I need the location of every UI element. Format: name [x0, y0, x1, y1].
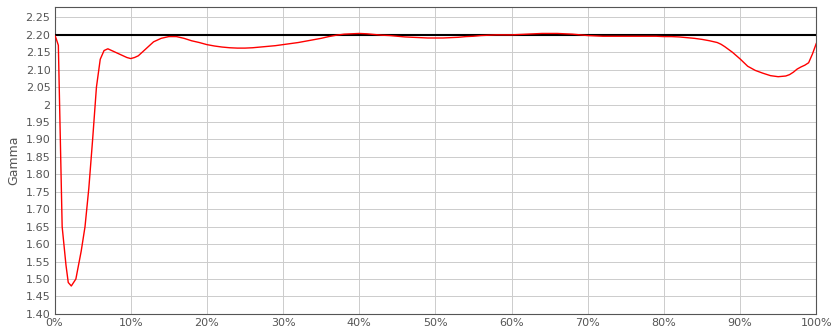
Y-axis label: Gamma: Gamma [7, 136, 20, 185]
